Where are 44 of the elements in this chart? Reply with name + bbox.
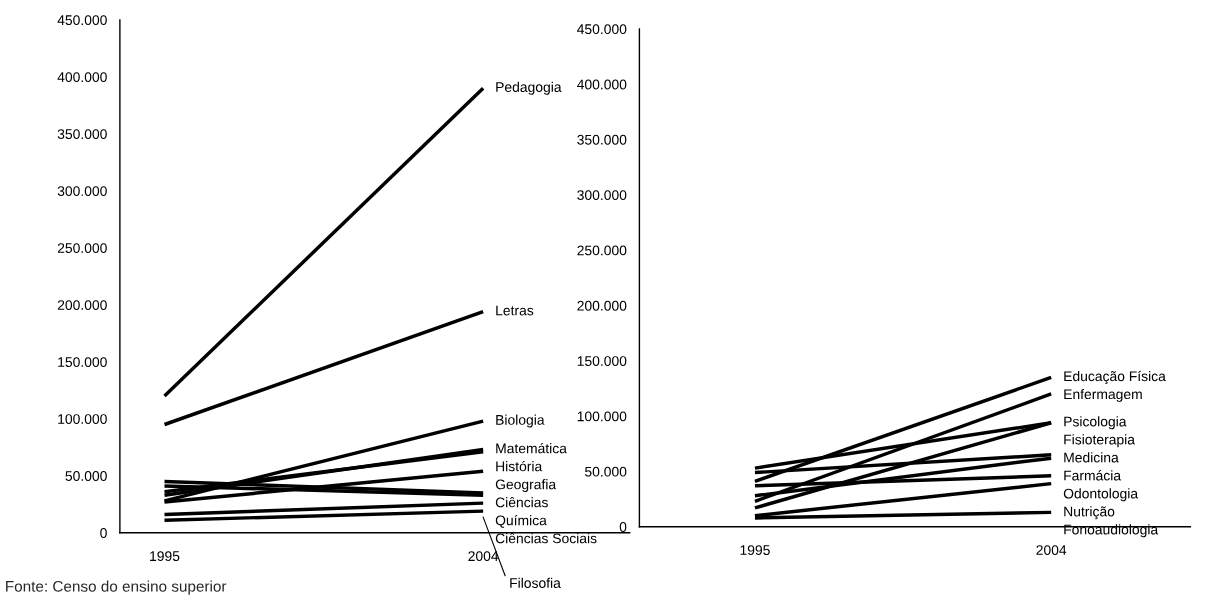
series-label: Nutrição: [1064, 506, 1115, 520]
y-tick-label: 50.000: [65, 471, 107, 481]
y-tick-label: 400.000: [577, 79, 627, 90]
series-label: Psicologia: [1064, 416, 1127, 430]
y-tick-label: 350.000: [57, 129, 107, 140]
series-label: Pedagogia: [496, 81, 562, 95]
series-label: Educação Física: [1064, 370, 1166, 384]
y-tick-label: 200.000: [577, 300, 627, 311]
text: Filosofia: [510, 577, 561, 588]
y-tick-label: 150.000: [577, 356, 627, 366]
series-label: Medicina: [1064, 452, 1119, 463]
y-tick-label: 50.000: [584, 466, 627, 477]
series-label: Matemática: [496, 442, 567, 454]
y-tick-label: 300.000: [577, 190, 627, 201]
series-label: Geografia: [495, 479, 557, 493]
series-label: Química: [495, 514, 547, 528]
y-tick-label: 350.000: [577, 134, 627, 145]
source-note: Fonte: Censo do ensino superior: [6, 580, 227, 595]
series-label: Biologia: [496, 414, 545, 428]
series-label: História: [496, 460, 543, 472]
y-tick-label: 100.000: [577, 411, 627, 422]
y-tick-label: 450.000: [577, 24, 627, 35]
y-tick-label: 0: [619, 522, 627, 532]
y-tick-label: 250.000: [577, 245, 627, 256]
y-tick-label: 300.000: [57, 186, 107, 196]
y-tick-label: 0: [100, 528, 107, 538]
x-tick-label: 2004: [1036, 545, 1067, 556]
y-tick-label: 150.000: [58, 357, 107, 367]
x-tick-label: 1995: [150, 551, 180, 562]
x-tick-label: 2004: [468, 551, 499, 562]
series-label: Ciências: [495, 497, 548, 508]
y-tick-label: 400.000: [57, 72, 107, 83]
series-label: Odontologia: [1063, 488, 1139, 502]
x-tick-label: 1995: [740, 545, 770, 556]
series-label: Letras: [496, 305, 534, 316]
series-label: Farmácia: [1064, 470, 1122, 481]
y-tick-label: 250.000: [57, 243, 107, 253]
series-label: Enfermagem: [1064, 388, 1142, 402]
y-tick-label: 200.000: [57, 300, 107, 310]
series-label: Fisioterapia: [1064, 434, 1135, 448]
text: Ciências Sociais: [495, 533, 597, 544]
series-label: Fonoaudiologia: [1064, 524, 1159, 538]
y-tick-label: 450.000: [57, 15, 107, 26]
y-tick-label: 100.000: [58, 414, 107, 424]
